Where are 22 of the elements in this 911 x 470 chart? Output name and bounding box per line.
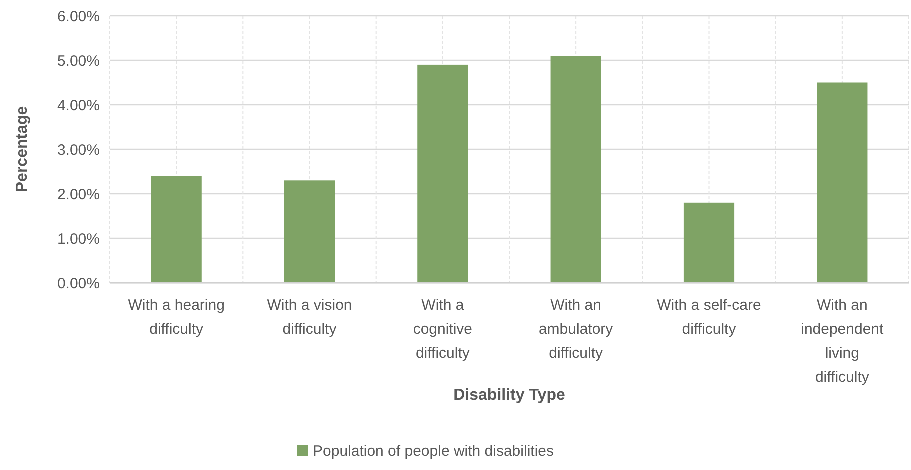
y-tick-label: 5.00% <box>57 52 100 70</box>
legend-label: Population of people with disabilities <box>313 443 554 460</box>
bar <box>817 82 868 283</box>
bar <box>151 176 202 283</box>
x-tick-label: With a hearing difficulty <box>128 297 225 338</box>
x-tick-label: With a vision difficulty <box>267 297 352 338</box>
y-tick-label: 6.00% <box>57 8 100 26</box>
y-tick-label: 4.00% <box>57 97 100 114</box>
y-tick-label: 2.00% <box>57 186 100 204</box>
x-tick-label: With a self-care difficulty <box>657 297 762 338</box>
x-tick-label: With a cognitive difficulty <box>413 297 473 362</box>
y-tick-label: 3.00% <box>57 142 100 159</box>
x-axis-title: Disability Type <box>454 387 566 404</box>
bar <box>684 202 735 283</box>
bar <box>418 64 468 283</box>
bar <box>284 180 336 283</box>
x-tick-label: With an ambulatory difficulty <box>538 297 614 362</box>
bar <box>550 56 602 283</box>
x-tick-label: With an independent living difficulty <box>801 297 885 386</box>
y-tick-label: 0.00% <box>57 275 100 292</box>
y-axis-title: Percentage <box>14 106 31 193</box>
y-tick-label: 1.00% <box>57 230 100 248</box>
